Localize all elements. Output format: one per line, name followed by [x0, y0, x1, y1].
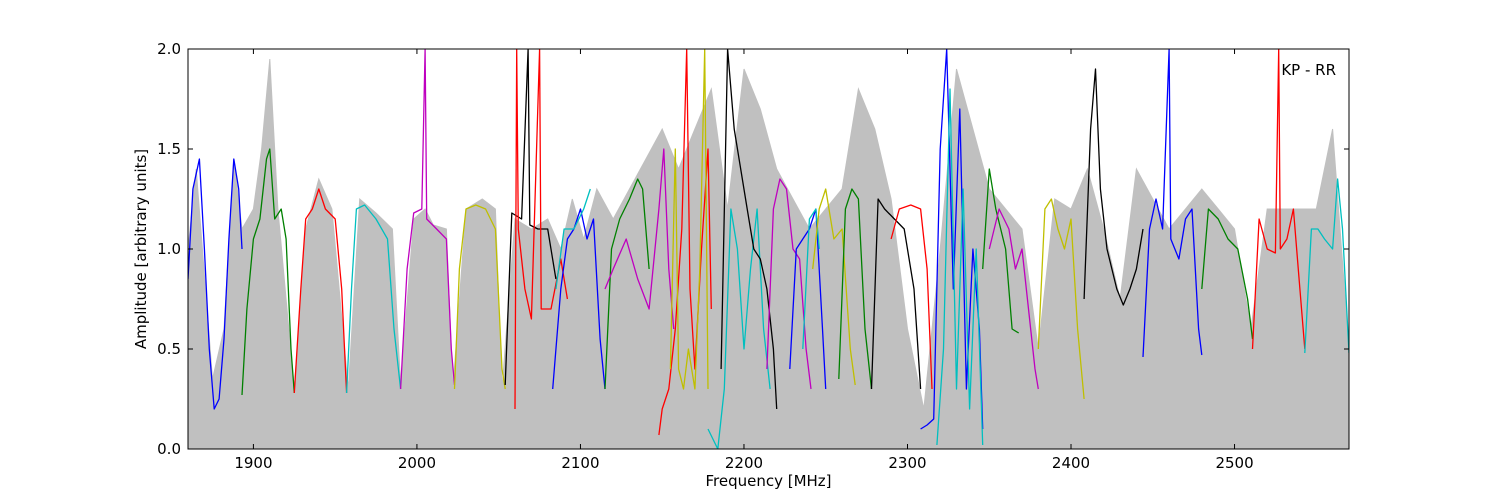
series-line-2 — [241, 148, 295, 396]
x-tick-label: 2300 — [888, 454, 926, 472]
series-line-1 — [188, 158, 243, 410]
series-line-14 — [669, 49, 709, 390]
series-line-3 — [293, 188, 348, 394]
series-line-12 — [604, 148, 675, 330]
series-line-10 — [555, 188, 591, 290]
series-line-33 — [1304, 178, 1349, 354]
y-axis-label: Amplitude [arbitrary units] — [132, 149, 150, 349]
envelope-area — [188, 58, 1349, 449]
series-line-20 — [812, 188, 856, 386]
envelope-layer — [188, 58, 1349, 449]
series-line-8 — [514, 49, 569, 410]
series-line-5 — [399, 49, 456, 390]
series-line-9 — [552, 208, 606, 390]
y-axis-ticks: 0.0 0.5 1.0 1.5 2.0 — [157, 40, 1349, 458]
series-line-25 — [936, 88, 984, 446]
series-line-4 — [345, 204, 402, 394]
series-line-22 — [870, 198, 922, 390]
series-line-23 — [890, 204, 933, 390]
y-tick-label: 2.0 — [157, 40, 181, 58]
y-tick-label: 0.5 — [157, 340, 181, 358]
panel-annotation: KP - RR — [1281, 61, 1336, 79]
series-line-6 — [453, 204, 506, 390]
y-tick-label: 0.0 — [157, 440, 181, 458]
series-line-21 — [838, 188, 873, 390]
x-tick-label: 2500 — [1215, 454, 1253, 472]
series-line-30 — [1142, 49, 1203, 358]
series-line-15 — [707, 208, 771, 449]
y-tick-label: 1.5 — [157, 140, 181, 158]
series-line-32 — [1251, 49, 1306, 350]
y-tick-label: 1.0 — [157, 240, 181, 258]
x-tick-label: 2100 — [561, 454, 599, 472]
x-tick-label: 2200 — [725, 454, 763, 472]
series-layer — [188, 49, 1349, 449]
x-axis-label: Frequency [MHz] — [705, 472, 831, 490]
series-line-28 — [1037, 198, 1085, 400]
series-line-11 — [604, 178, 650, 390]
series-line-16 — [720, 49, 778, 410]
x-tick-label: 1900 — [234, 454, 272, 472]
series-line-17 — [766, 178, 812, 390]
x-tick-label: 2400 — [1052, 454, 1090, 472]
series-line-29 — [1083, 68, 1144, 306]
x-axis-ticks: 1900 2000 2100 2200 2300 2400 2500 — [234, 49, 1254, 472]
series-line-31 — [1201, 208, 1254, 340]
series-line-26 — [982, 168, 1020, 334]
series-line-7 — [504, 49, 557, 386]
series-line-13 — [658, 49, 712, 436]
series-line-27 — [988, 208, 1039, 390]
x-tick-label: 2000 — [398, 454, 436, 472]
